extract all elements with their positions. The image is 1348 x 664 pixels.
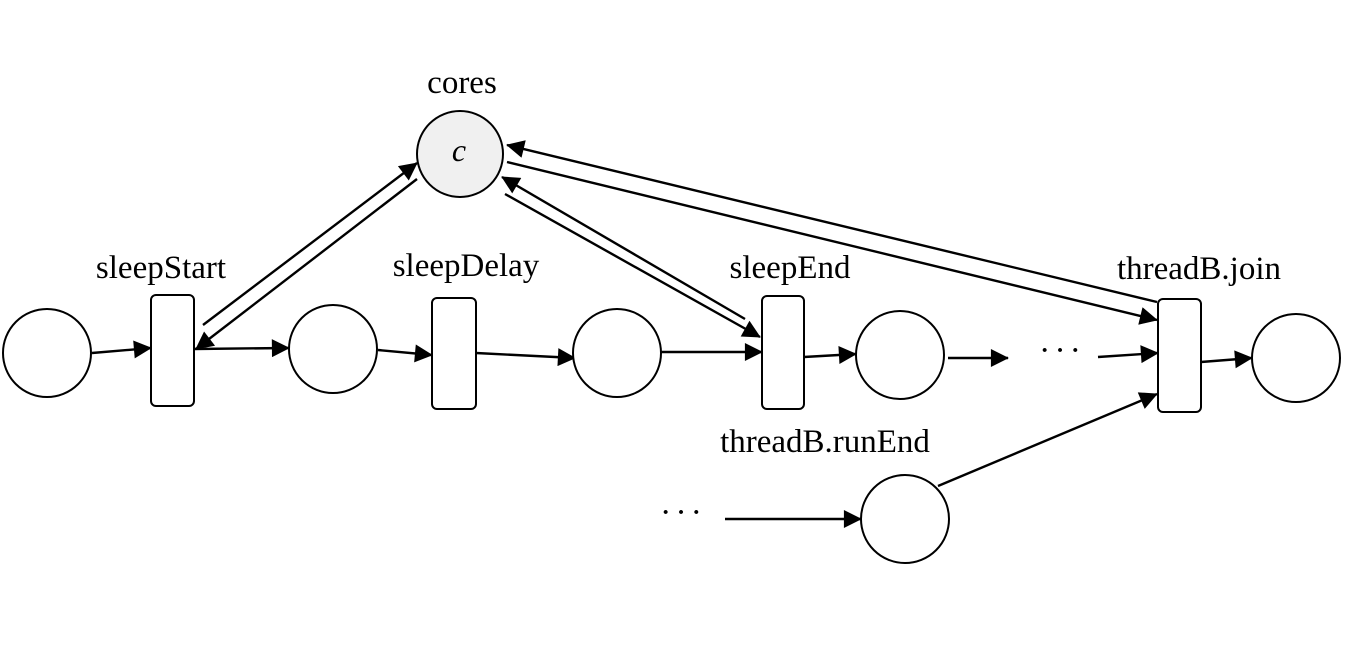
thread-b-run-end-label: threadB.runEnd xyxy=(720,424,930,460)
edges xyxy=(91,140,1253,528)
cores-token: c xyxy=(452,132,466,168)
places xyxy=(2,110,1341,564)
transition-sleep-end xyxy=(761,295,805,410)
transition-thread-b-join xyxy=(1157,298,1202,413)
arc-ellipsis-to-threadbjoin xyxy=(1097,345,1159,364)
place-3 xyxy=(572,308,662,398)
arc-cores-to-threadbjoin xyxy=(506,160,1158,325)
thread-b-join-label: threadB.join xyxy=(1117,251,1281,287)
arc-cores-to-sleepstart xyxy=(195,178,418,350)
place-thread-b-run-end xyxy=(860,474,950,564)
sleep-end-label: sleepEnd xyxy=(730,250,851,286)
place-1 xyxy=(2,308,92,398)
place-cores xyxy=(416,110,504,198)
transitions xyxy=(150,294,1202,413)
arc-sleepdelay-to-place3 xyxy=(475,348,576,367)
place-4 xyxy=(855,310,945,400)
sleep-start-label: sleepStart xyxy=(96,250,226,286)
transition-sleep-start xyxy=(150,294,195,407)
sleep-delay-label: sleepDelay xyxy=(393,248,540,284)
side-chain-ellipsis: ··· xyxy=(660,494,706,531)
arc-sleepstart-to-cores xyxy=(202,162,418,326)
place-2 xyxy=(288,304,378,394)
arc-sleepend-to-place4 xyxy=(803,345,857,364)
arc-threadbjoin-to-place5 xyxy=(1200,350,1253,369)
arc-place1-to-sleepstart xyxy=(91,340,152,359)
main-chain-ellipsis: ··· xyxy=(1039,332,1085,369)
place-5 xyxy=(1251,313,1341,403)
arc-place2-to-sleepdelay xyxy=(377,344,433,363)
arc-sleepstart-to-place2 xyxy=(193,339,290,358)
arc-cores-to-sleepend xyxy=(504,192,761,339)
transition-sleep-delay xyxy=(431,297,477,410)
cores-label: cores xyxy=(427,65,497,101)
arc-threadbjoin-to-cores xyxy=(506,140,1158,304)
arc-runend-to-threadbjoin xyxy=(937,392,1158,488)
labels: cores c sleepStart sleepDelay sleepEnd t… xyxy=(96,65,1281,531)
arc-sleepend-to-cores xyxy=(501,175,746,321)
